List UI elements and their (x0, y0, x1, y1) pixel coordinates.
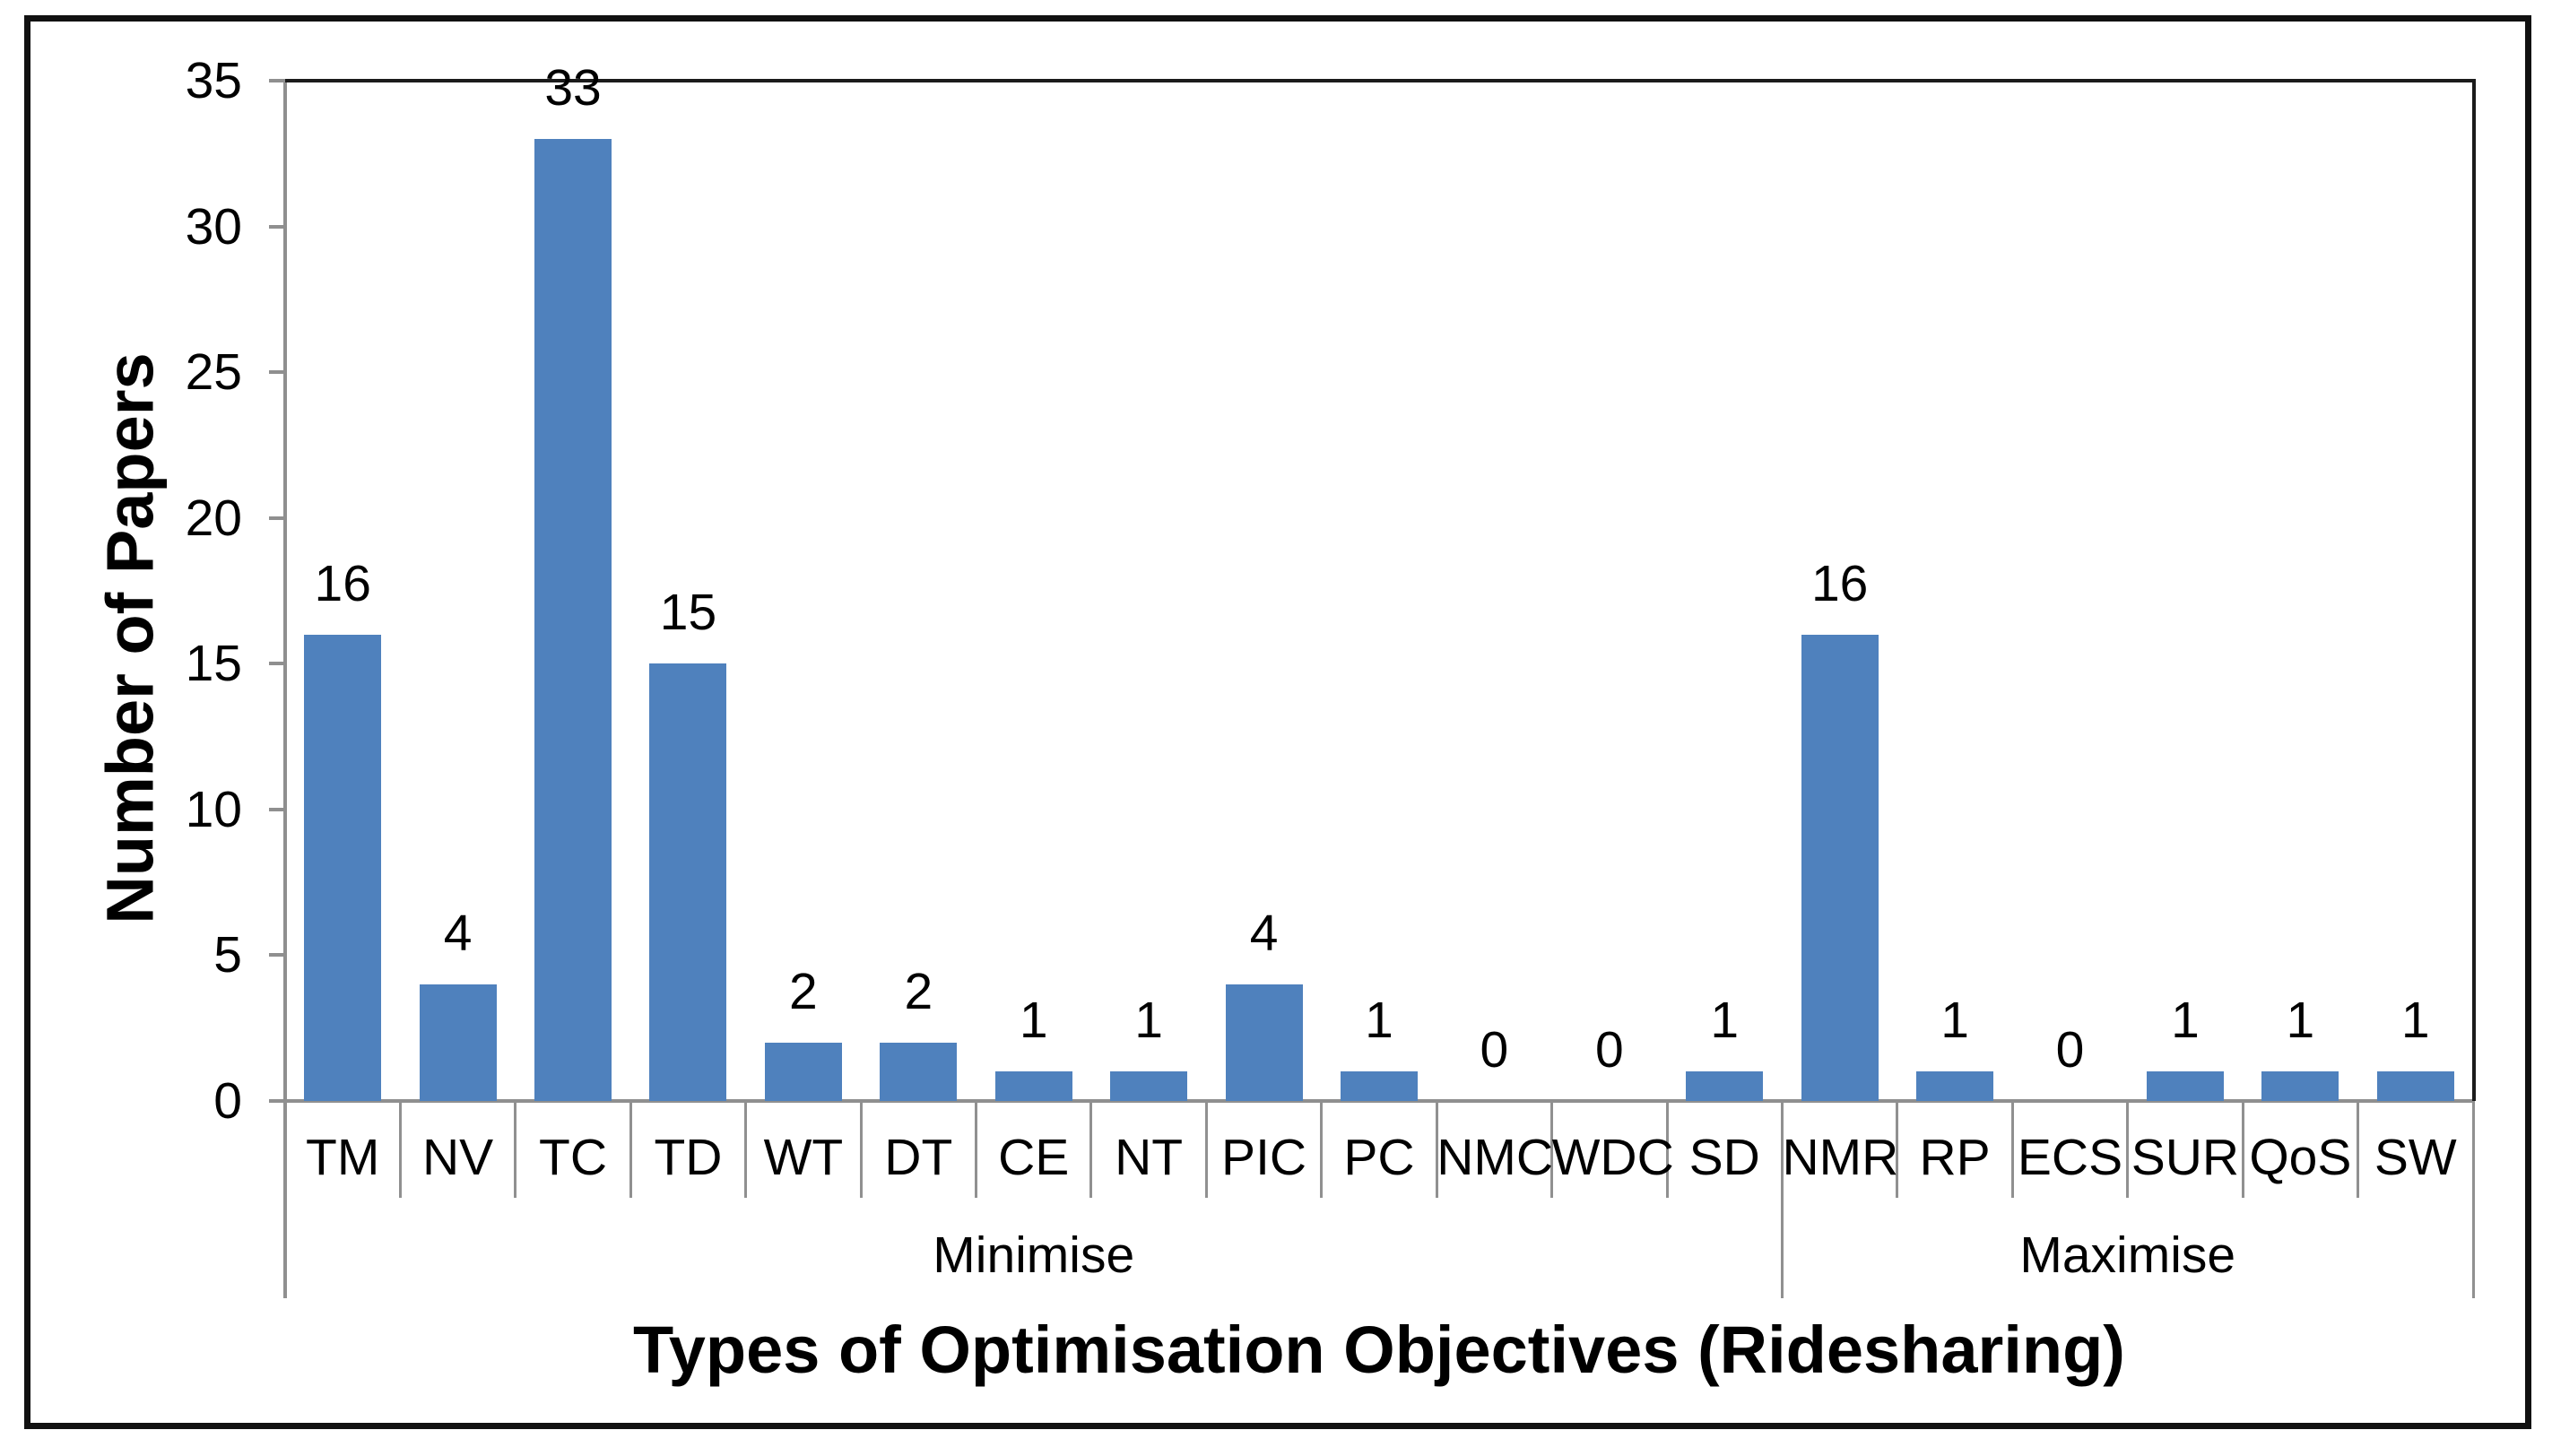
bar (2146, 1071, 2224, 1101)
x-category-label: RP (1919, 1129, 1991, 1186)
bar-value-label: 33 (544, 59, 602, 117)
group-label-minimise: Minimise (933, 1226, 1135, 1284)
category-separator (975, 1101, 978, 1198)
bar (880, 1042, 958, 1101)
bar-value-label: 1 (2400, 992, 2430, 1050)
bar (1341, 1071, 1418, 1101)
y-tick-label: 35 (185, 52, 242, 109)
category-separator (398, 1101, 402, 1198)
x-category-label: WT (763, 1129, 844, 1186)
category-separator (744, 1101, 748, 1198)
category-separator (2241, 1101, 2244, 1198)
x-category-label: TC (539, 1129, 608, 1186)
y-tick-label: 0 (213, 1072, 242, 1130)
group-separator (2471, 1101, 2475, 1298)
bar (1110, 1071, 1188, 1101)
y-tick-label: 10 (185, 780, 242, 838)
plot-right-border (2472, 79, 2476, 1101)
bar-value-label: 0 (1480, 1021, 1509, 1079)
figure-border (24, 15, 2531, 1429)
y-tick-label: 5 (213, 926, 242, 984)
bar (419, 984, 497, 1101)
x-category-label: CE (998, 1129, 1070, 1186)
bar (1801, 634, 1879, 1101)
y-tick-label: 30 (185, 197, 242, 256)
bar (534, 139, 612, 1101)
group-separator (283, 1101, 287, 1298)
x-category-label: SW (2374, 1129, 2457, 1186)
x-axis-title: Types of Optimisation Objectives (Ridesh… (633, 1313, 2125, 1387)
bar (304, 634, 382, 1101)
bar-value-label: 16 (314, 554, 371, 612)
bar (1225, 984, 1303, 1101)
bar-value-label: 16 (1810, 554, 1869, 612)
bar-value-label: 1 (1134, 992, 1163, 1050)
bar (2261, 1071, 2339, 1101)
category-separator (1320, 1101, 1324, 1198)
category-separator (1550, 1101, 1554, 1198)
x-category-label: DT (884, 1129, 953, 1186)
category-separator (1665, 1101, 1669, 1198)
bar-value-label: 1 (1710, 992, 1740, 1050)
bar-value-label: 2 (904, 962, 933, 1020)
category-separator (514, 1101, 517, 1198)
y-tick-mark (269, 953, 287, 958)
category-separator (2010, 1101, 2014, 1198)
x-category-label: NMR (1782, 1129, 1899, 1186)
y-tick-mark (269, 1099, 287, 1103)
bar-value-label: 1 (1365, 992, 1393, 1050)
bar (764, 1042, 842, 1101)
x-category-label: QoS (2249, 1129, 2352, 1186)
category-separator (2357, 1101, 2360, 1198)
bar (649, 663, 727, 1101)
bar-value-label: 1 (1019, 992, 1048, 1050)
bar-value-label: 15 (659, 584, 717, 642)
bar (1916, 1071, 1994, 1101)
y-tick-label: 20 (185, 489, 242, 547)
x-category-label: PIC (1221, 1129, 1307, 1186)
x-category-label: TM (306, 1129, 380, 1186)
bar-value-label: 1 (2286, 992, 2315, 1050)
x-category-label: NT (1115, 1129, 1184, 1186)
bar-value-label: 2 (789, 962, 818, 1020)
y-tick-label: 15 (185, 635, 242, 693)
bar-value-label: 1 (1940, 992, 1969, 1050)
bar-value-label: 4 (1249, 904, 1279, 962)
bar (1686, 1071, 1764, 1101)
category-separator (629, 1101, 632, 1198)
x-axis-line (285, 1099, 2475, 1103)
x-category-label: TD (654, 1129, 723, 1186)
y-tick-mark (269, 662, 287, 666)
group-separator (1780, 1101, 1784, 1298)
bar-value-label: 1 (2171, 992, 2200, 1050)
bar-value-label: 4 (443, 904, 473, 962)
bar-value-label: 0 (2055, 1021, 2085, 1079)
bar (2376, 1071, 2454, 1101)
bar (994, 1071, 1072, 1101)
x-category-label: ECS (2017, 1129, 2123, 1186)
plot-top-border (285, 79, 2475, 82)
x-category-label: SD (1688, 1129, 1760, 1186)
y-tick-mark (269, 79, 287, 82)
x-category-label: WDC (1551, 1129, 1674, 1186)
y-tick-mark (269, 516, 287, 520)
category-separator (1896, 1101, 1899, 1198)
group-label-maximise: Maximise (2019, 1226, 2236, 1284)
x-category-label: NMC (1437, 1129, 1554, 1186)
y-axis-line (283, 81, 287, 1298)
y-tick-mark (269, 370, 287, 375)
y-tick-mark (269, 224, 287, 229)
category-separator (1089, 1101, 1093, 1198)
category-separator (859, 1101, 863, 1198)
x-category-label: SUR (2131, 1129, 2240, 1186)
category-separator (1435, 1101, 1438, 1198)
x-category-label: NV (422, 1129, 494, 1186)
category-separator (2126, 1101, 2130, 1198)
y-tick-mark (269, 807, 287, 811)
x-category-label: PC (1343, 1129, 1415, 1186)
bar-value-label: 0 (1594, 1021, 1624, 1079)
category-separator (1204, 1101, 1208, 1198)
y-tick-label: 25 (185, 343, 242, 402)
